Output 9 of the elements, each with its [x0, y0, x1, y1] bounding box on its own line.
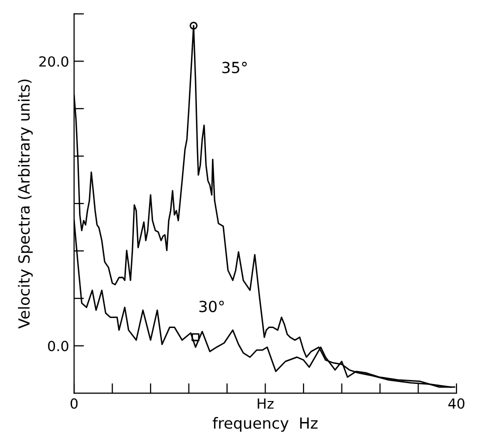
- y-tick-label: 20.0: [39, 56, 68, 67]
- x-tick-label: 0: [70, 398, 78, 409]
- annotation: 35°: [222, 62, 247, 74]
- x-tick-label: Hz: [258, 398, 274, 409]
- annotation: 30°: [199, 300, 224, 312]
- x-axis-title: frequency Hz: [212, 417, 318, 432]
- y-axis-title: Velocity Spectra (Arbitrary units): [18, 80, 33, 329]
- y-tick-label: 0.0: [48, 340, 68, 352]
- x-tick-label: 40: [448, 398, 464, 409]
